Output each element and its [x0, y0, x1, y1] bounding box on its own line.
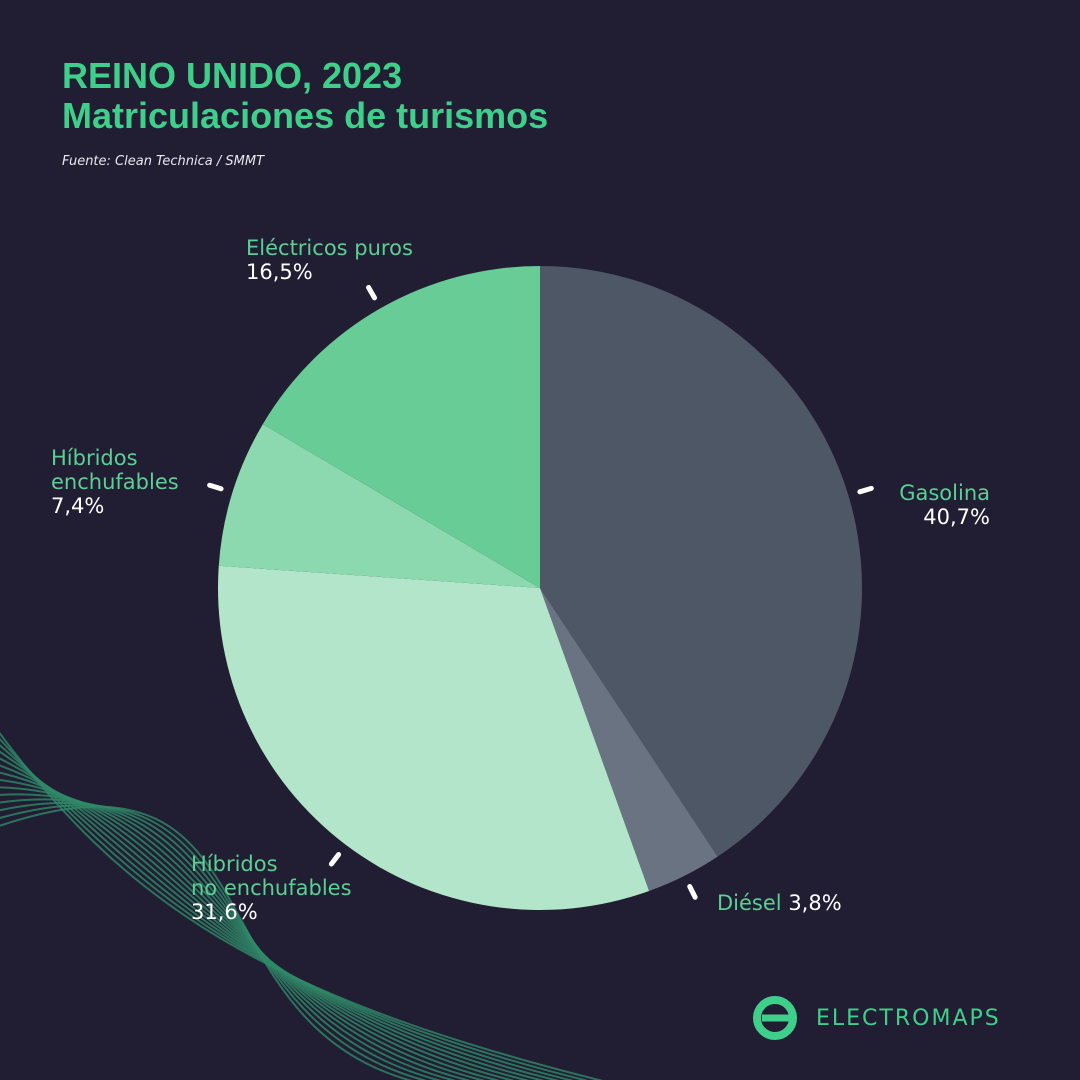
chart-subtitle: Matriculaciones de turismos — [62, 95, 549, 136]
slice-label: Eléctricos puros 16,5% — [246, 236, 413, 284]
leader-tick — [207, 482, 224, 492]
decor-waves — [0, 731, 604, 1080]
brand: ELECTROMAPS — [816, 1006, 1001, 1031]
pie-slice — [218, 424, 540, 588]
leader-tick — [366, 284, 378, 301]
value-label: 7,4% — [51, 494, 105, 518]
pie-slice — [262, 266, 540, 588]
value-label: 16,5% — [246, 260, 313, 284]
decor-wave — [0, 806, 413, 1080]
chart-title: REINO UNIDO, 2023 — [62, 55, 403, 96]
leader-tick — [687, 884, 698, 900]
value-label: 31,6% — [191, 900, 258, 924]
slice-label: Híbridos enchufables 7,4% — [51, 446, 179, 518]
category-label: Gasolina — [899, 481, 990, 505]
logo-ring — [753, 996, 797, 1040]
category-label: Eléctricos puros — [246, 236, 413, 260]
leader-tick — [857, 485, 874, 495]
category-label: Híbridos no enchufables — [191, 852, 352, 900]
logo-icon — [753, 996, 797, 1040]
slice-label: Híbridos no enchufables 31,6% — [191, 852, 352, 924]
pie-slice — [218, 565, 650, 910]
source: Fuente: Clean Technica / SMMT — [62, 154, 265, 169]
pie-slice — [540, 588, 718, 891]
leader-tick — [328, 851, 342, 867]
category-label: Diésel — [717, 891, 782, 915]
pie — [207, 266, 874, 910]
category-label: Híbridos enchufables — [51, 446, 179, 494]
pie-slice — [540, 266, 862, 857]
value-label: 3,8% — [788, 891, 842, 915]
value-label: 40,7% — [923, 505, 990, 529]
slice-label: Gasolina 40,7% — [899, 481, 990, 529]
slice-label: Diésel 3,8% — [717, 891, 842, 915]
